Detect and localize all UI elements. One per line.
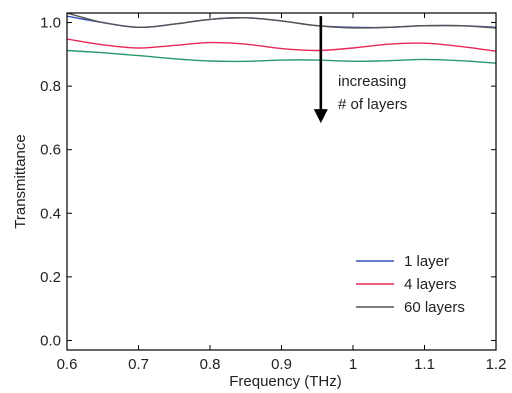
y-tick-label: 0.8 [40, 78, 61, 95]
annotation: increasing # of layers [313, 16, 407, 124]
series-layer [67, 13, 496, 64]
y-axis-title: Transmittance [12, 134, 29, 228]
series-line-60-layers [67, 13, 496, 29]
annotation-text: increasing [338, 73, 406, 90]
y-tick-label: 0.4 [40, 205, 61, 222]
annotation-text: # of layers [338, 96, 407, 113]
x-tick-label: 1.1 [414, 356, 435, 373]
legend: 1 layer 4 layers 60 layers [356, 253, 465, 316]
x-tick-label: 1.2 [486, 356, 507, 373]
x-axis-title: Frequency (THz) [229, 373, 342, 390]
x-tick-label: 0.7 [128, 356, 149, 373]
x-tick-label: 1 [349, 356, 357, 373]
y-tick-label: 0.6 [40, 142, 61, 159]
legend-label: 4 layers [404, 276, 457, 293]
series-line-4-layers [67, 38, 496, 52]
y-tick-label: 0.2 [40, 269, 61, 286]
x-tick-label: 0.8 [200, 356, 221, 373]
y-tick-label: 1.0 [40, 15, 61, 32]
y-tick-label: 0.0 [40, 332, 61, 349]
axes-layer: 0.6 0.7 0.8 0.9 1 1.1 1.2 0.0 0.2 0.4 0.6 0.8 1.0 Fre… [12, 12, 507, 390]
x-tick-label: 0.9 [271, 356, 292, 373]
annotation-arrow-head [313, 109, 328, 124]
series-line-unlabeled-3 [67, 49, 496, 64]
x-tick-label: 0.6 [57, 356, 78, 373]
legend-label: 1 layer [404, 253, 449, 270]
legend-label: 60 layers [404, 299, 465, 316]
